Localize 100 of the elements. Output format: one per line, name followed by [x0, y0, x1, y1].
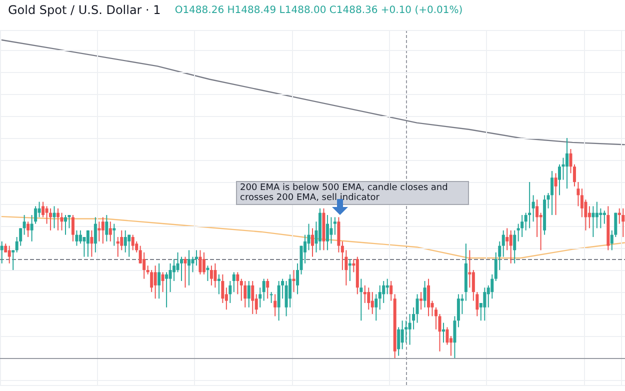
- candlestick: [90, 230, 94, 258]
- candlestick: [370, 292, 374, 314]
- candlestick: [228, 280, 232, 304]
- candlestick: [446, 326, 449, 346]
- candlestick: [244, 280, 247, 308]
- candlestick: [595, 201, 598, 229]
- candlestick: [258, 287, 262, 308]
- candlestick: [112, 223, 116, 246]
- candlestick: [38, 201, 41, 218]
- candlestick: [400, 320, 404, 350]
- candlestick: [468, 250, 472, 288]
- candlestick: [131, 234, 134, 251]
- candlestick: [8, 245, 11, 264]
- candlestick: [386, 278, 389, 295]
- candlestick: [274, 294, 277, 317]
- candlestick: [427, 278, 430, 317]
- candlestick: [247, 280, 250, 308]
- candlestick: [202, 252, 206, 275]
- candlestick: [262, 278, 266, 302]
- candlestick: [236, 272, 240, 295]
- candlestick: [78, 230, 82, 244]
- candlestick: [124, 230, 127, 253]
- candlestick: [374, 294, 378, 322]
- candlestick: [142, 252, 146, 280]
- candlestick: [296, 262, 300, 295]
- candlestick: [292, 270, 296, 292]
- candlestick: [60, 212, 64, 231]
- candlestick: [158, 262, 161, 300]
- candlestick: [277, 280, 280, 322]
- candlestick: [442, 322, 445, 344]
- candlestick: [71, 214, 74, 242]
- candlestick: [420, 292, 423, 310]
- candlestick: [513, 230, 516, 264]
- candlestick: [214, 262, 217, 288]
- candlestick: [307, 223, 310, 251]
- candlestick: [232, 272, 236, 292]
- candlestick: [161, 272, 164, 292]
- candlestick: [602, 210, 606, 224]
- candlestick: [108, 221, 112, 242]
- candlestick: [532, 194, 535, 222]
- candlestick: [536, 199, 539, 238]
- candlestick: [506, 228, 509, 251]
- candlestick: [363, 284, 366, 304]
- candlestick: [184, 256, 187, 288]
- candlestick: [550, 170, 554, 216]
- candlestick: [56, 208, 60, 231]
- candlestick: [378, 284, 382, 310]
- candlestick: [360, 278, 363, 322]
- candlestick: [191, 256, 194, 273]
- candlestick: [101, 216, 104, 244]
- candlestick: [333, 216, 336, 236]
- candlestick: [251, 280, 254, 314]
- candlestick: [509, 230, 512, 264]
- candlestick: [348, 258, 352, 282]
- candlestick: [194, 250, 198, 266]
- candlestick: [150, 270, 154, 292]
- candlestick: [270, 292, 273, 304]
- candlestick: [453, 316, 456, 358]
- candlestick: [456, 294, 460, 328]
- candlestick: [416, 294, 419, 324]
- candlestick: [12, 250, 15, 270]
- candlestick: [154, 265, 157, 300]
- candlestick: [367, 287, 370, 310]
- candlestick: [588, 206, 591, 229]
- candlestick: [94, 216, 97, 253]
- candlestick: [572, 164, 576, 187]
- candlestick: [569, 148, 572, 174]
- candlestick: [64, 214, 67, 236]
- candlestick: [168, 262, 172, 292]
- candlestick: [26, 221, 30, 238]
- candlestick: [330, 216, 333, 244]
- candlestick: [423, 280, 426, 308]
- chart-subtitle: O1488.26 H1488.49 L1488.00 C1488.36 +0.10 (+0.01%): [174, 4, 463, 16]
- candlestick: [98, 221, 101, 242]
- candlestick: [49, 208, 52, 231]
- candlestick: [198, 250, 202, 275]
- candlestick: [86, 230, 90, 258]
- chart-title: Gold Spot / U.S. Dollar · 1: [8, 3, 161, 17]
- candlestick: [105, 214, 108, 242]
- candlestick: [502, 230, 505, 258]
- candlestick: [187, 250, 190, 286]
- candlestick: [554, 172, 558, 216]
- candlestick: [52, 206, 56, 229]
- candlestick: [128, 234, 131, 258]
- candlestick: [210, 265, 213, 286]
- candlestick: [180, 256, 184, 282]
- candlestick: [599, 208, 602, 229]
- candlestick: [206, 265, 210, 282]
- candlestick: [221, 274, 224, 304]
- candlestick: [622, 208, 625, 238]
- candlestick: [22, 214, 26, 236]
- candlestick: [397, 326, 400, 356]
- candlestick: [592, 206, 595, 238]
- candlestick: [165, 272, 168, 308]
- candlestick: [565, 138, 568, 190]
- candlestick: [217, 274, 220, 295]
- candlestick: [326, 214, 329, 251]
- candlestick: [528, 182, 532, 229]
- candlestick: [390, 280, 393, 302]
- candlestick: [42, 201, 45, 218]
